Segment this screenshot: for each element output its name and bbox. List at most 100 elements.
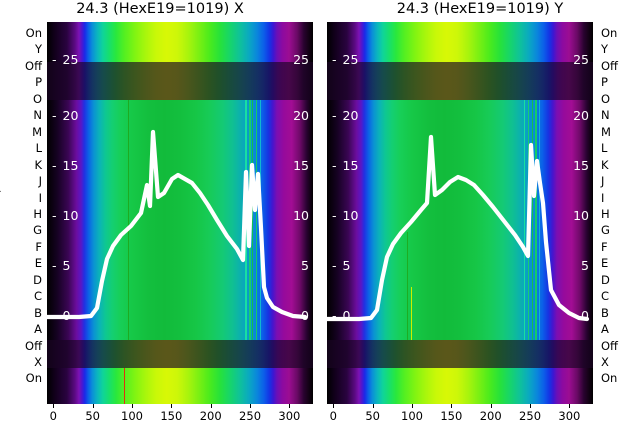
ytick-right-15: 15 <box>293 158 309 173</box>
panel-y: 24.3 (HexE19=1019) Y <box>320 0 640 440</box>
ytick-left-20: - 20 <box>332 108 359 123</box>
band-bottom-strip <box>327 368 593 404</box>
x-tick-label: 100 <box>401 409 423 423</box>
ytick-left-20: - 20 <box>52 108 79 123</box>
category-label-g-12: G <box>33 223 42 238</box>
x-tick-label: 200 <box>479 409 502 423</box>
x-tick-label: 50 <box>85 409 100 423</box>
category-label-on-0: On <box>601 26 618 40</box>
ytick-left-15: - 15 <box>52 158 79 173</box>
category-label-y-1: Y <box>34 42 42 57</box>
category-label-m-6: M <box>601 124 611 139</box>
category-label-n-5: N <box>601 108 610 123</box>
ytick-left-10: - 10 <box>52 208 79 223</box>
ytick-right-20: 20 <box>573 108 589 123</box>
band-bottom-strip <box>47 368 313 404</box>
band-top-strip <box>47 22 313 62</box>
category-label-b-17: B <box>601 305 609 320</box>
category-label-f-13: F <box>35 239 42 254</box>
profile-curve-y <box>327 134 590 322</box>
category-label-m-6: M <box>32 124 42 139</box>
category-label-e-14: E <box>34 256 42 271</box>
category-label-b-17: B <box>34 305 42 320</box>
ytick-right-10: 10 <box>293 208 309 223</box>
band-lower-gap <box>47 340 313 368</box>
x-axis-left: 0 50 100 150 200 250 300 <box>47 404 313 430</box>
x-tick-mark <box>451 404 453 408</box>
x-tick-mark <box>210 404 212 408</box>
heatmap-x <box>47 22 313 404</box>
ytick-right-25: 25 <box>293 52 309 67</box>
x-tick-label: 100 <box>121 409 143 423</box>
category-label-j-9: J <box>38 174 42 189</box>
category-label-l-7: L <box>601 141 608 156</box>
panel-x-plot-area[interactable]: - 25 - 20 - 15 - 10 - 5 - 0 25 20 15 10 … <box>47 22 313 404</box>
category-label-off-19: Off <box>25 338 42 353</box>
category-label-d-15: D <box>33 272 42 287</box>
category-label-off-19: Off <box>601 338 618 353</box>
x-tick-label: 150 <box>440 409 463 423</box>
ytick-right-10: 10 <box>573 208 589 223</box>
x-tick-mark <box>92 404 94 408</box>
red-marker-annotation <box>123 368 125 404</box>
category-label-p-3: P <box>35 75 42 90</box>
category-label-j-9: J <box>601 174 605 189</box>
x-tick-label: 250 <box>519 409 542 423</box>
x-tick-mark <box>569 404 571 408</box>
x-tick-mark <box>250 404 252 408</box>
category-label-y-1: Y <box>601 42 609 57</box>
ytick-left-5: - 5 <box>332 258 351 273</box>
x-axis-right: 0 50 100 150 200 250 300 <box>327 404 593 430</box>
category-label-h-11: H <box>33 206 42 221</box>
band-top-strip <box>327 22 593 62</box>
x-tick-label: 200 <box>199 409 222 423</box>
category-label-on-21: On <box>25 371 42 386</box>
x-tick-mark <box>490 404 492 408</box>
profile-curve-x <box>47 129 308 320</box>
category-label-a-18: A <box>601 322 609 337</box>
heatmap-y <box>327 22 593 404</box>
x-tick-mark <box>333 404 335 408</box>
category-label-c-16: C <box>601 289 610 304</box>
panel-x-title: 24.3 (HexE19=1019) X <box>76 1 244 17</box>
category-label-x-20: X <box>34 355 42 369</box>
x-tick-mark <box>289 404 291 408</box>
category-label-off-2: Off <box>25 58 42 73</box>
category-label-o-4: O <box>601 91 611 106</box>
x-tick-mark <box>530 404 532 408</box>
x-tick-mark <box>53 404 55 408</box>
category-label-p-3: P <box>601 75 608 90</box>
green-spike-annotation <box>128 100 130 340</box>
ytick-left-10: - 10 <box>332 208 359 223</box>
category-label-d-15: D <box>601 272 610 287</box>
band-lower-gap <box>327 340 593 368</box>
panel-x: 24.3 (HexE19=1019) X Dipole <box>0 1 313 430</box>
yellow-marker-annotation <box>410 287 413 340</box>
x-tick-mark <box>372 404 374 408</box>
panel-y-title: 24.3 (HexE19=1019) Y <box>396 1 564 17</box>
category-label-a-18: A <box>34 322 42 337</box>
category-label-e-14: E <box>601 256 609 271</box>
panel-y-plot-area[interactable]: - 25 - 20 - 15 - 10 - 5 - 0 25 20 15 10 … <box>327 22 593 404</box>
category-label-f-13: F <box>601 239 608 254</box>
ytick-left-25: - 25 <box>52 52 79 67</box>
ytick-left-15: - 15 <box>332 158 359 173</box>
category-label-i-10: I <box>38 190 42 205</box>
ytick-right-15: 15 <box>573 158 589 173</box>
category-label-k-8: K <box>34 157 42 172</box>
category-label-i-10: I <box>601 190 605 205</box>
x-tick-label: 50 <box>365 409 380 423</box>
category-label-h-11: H <box>601 206 610 221</box>
ytick-left-0: - 0 <box>332 308 351 323</box>
category-label-g-12: G <box>601 223 610 238</box>
band-upper-gap <box>47 62 313 100</box>
category-label-k-8: K <box>601 157 609 172</box>
x-tick-mark <box>171 404 173 408</box>
band-upper-gap <box>327 62 593 100</box>
category-label-n-5: N <box>33 108 42 123</box>
ytick-right-0: 0 <box>581 308 589 323</box>
category-label-on-0: On <box>25 26 42 40</box>
x-tick-label: 0 <box>329 409 337 423</box>
category-label-off-2: Off <box>601 58 618 73</box>
